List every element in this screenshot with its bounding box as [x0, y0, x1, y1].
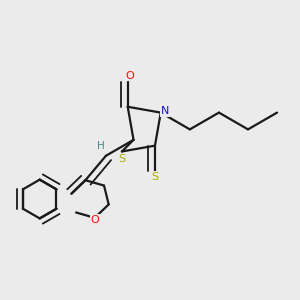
Text: O: O [125, 70, 134, 80]
Text: S: S [152, 172, 158, 182]
Text: N: N [160, 106, 169, 116]
Text: S: S [118, 154, 125, 164]
Text: H: H [97, 141, 105, 152]
Text: O: O [90, 214, 99, 224]
